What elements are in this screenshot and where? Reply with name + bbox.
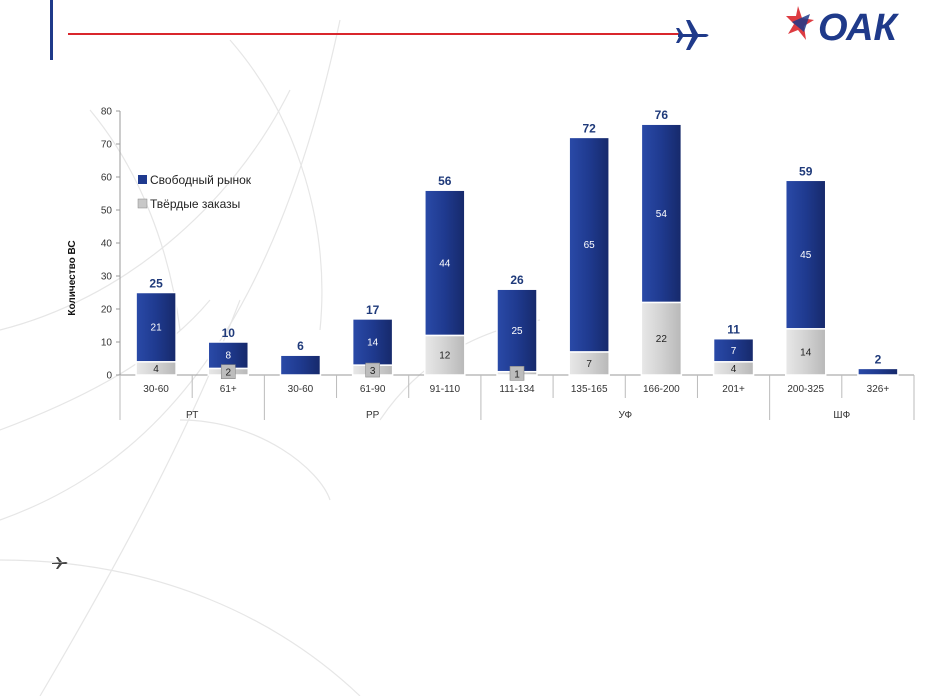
legend-swatch-firm-orders xyxy=(137,198,148,209)
segment-label-firm-orders: 22 xyxy=(656,334,668,345)
x-tick-label: 61+ xyxy=(220,384,237,395)
y-tick-label: 10 xyxy=(101,338,113,349)
total-label: 25 xyxy=(149,277,163,291)
total-label: 11 xyxy=(727,323,740,337)
x-tick-label: 61-90 xyxy=(360,384,386,395)
y-tick-label: 50 xyxy=(101,206,113,217)
x-tick-label: 111-134 xyxy=(499,384,535,395)
group-label: РР xyxy=(366,410,380,421)
bar-free-market xyxy=(712,337,755,363)
airplane-bullet-icon xyxy=(52,557,68,569)
total-label: 2 xyxy=(875,352,882,366)
segment-label-free-market: 21 xyxy=(151,323,163,334)
segment-label-free-market: 8 xyxy=(225,351,231,362)
uac-logo: ОАК xyxy=(786,6,900,46)
total-label: 6 xyxy=(297,339,304,353)
total-label: 76 xyxy=(655,108,669,122)
y-tick-label: 60 xyxy=(101,173,113,184)
chart-legend: Свободный рынок Твёрдые заказы xyxy=(137,173,252,211)
segment-label-box xyxy=(509,366,525,381)
group-label: ШФ xyxy=(833,410,850,421)
x-tick-label: 30-60 xyxy=(143,384,169,395)
total-label: 10 xyxy=(222,326,236,340)
segment-label-free-market: 14 xyxy=(367,338,379,349)
bar-free-market xyxy=(568,136,610,353)
legend-label-firm-orders: Твёрдые заказы xyxy=(150,197,240,211)
y-tick-label: 20 xyxy=(101,305,113,316)
bar-firm-orders xyxy=(424,334,466,376)
total-label: 26 xyxy=(510,273,524,287)
segment-label-firm-orders: 3 xyxy=(370,366,376,377)
bar-free-market xyxy=(351,318,394,366)
bar-free-market xyxy=(857,367,899,376)
segment-label-box xyxy=(220,364,236,380)
legend-label-free-market: Свободный рынок xyxy=(150,173,252,187)
bar-free-market xyxy=(784,179,827,330)
x-tick-label: 326+ xyxy=(867,384,890,395)
y-axis-label: Количество ВС xyxy=(67,240,78,315)
chart-labels: 2521410826171435644122625172657765422117… xyxy=(149,108,882,381)
chart-bars xyxy=(135,123,899,376)
chart-axes: 0 10 20 30 40 50 60 70 80 30-60 61+ 30-60 61-90 91-11… xyxy=(101,107,915,421)
header-rule xyxy=(68,33,680,35)
segment-label-free-market: 45 xyxy=(800,250,812,261)
bar-free-market xyxy=(424,189,466,337)
total-label: 17 xyxy=(366,303,380,317)
airplane-icon xyxy=(676,20,709,50)
legend-swatch-free-market xyxy=(138,175,147,184)
segment-label-firm-orders: 1 xyxy=(514,369,520,380)
y-tick-label: 80 xyxy=(101,107,113,118)
segment-label-firm-orders: 14 xyxy=(800,347,812,358)
bar-free-market xyxy=(279,354,322,376)
segment-label-free-market: 44 xyxy=(439,258,451,269)
logo-text: ОАК xyxy=(818,7,900,46)
segment-label-firm-orders: 2 xyxy=(225,368,231,379)
x-tick-label: 91-110 xyxy=(430,384,461,395)
y-tick-label: 40 xyxy=(101,239,113,250)
group-label: РТ xyxy=(186,410,198,421)
segment-label-free-market: 54 xyxy=(656,209,668,220)
x-tick-label: 135-165 xyxy=(571,384,608,395)
segment-label-box xyxy=(365,362,380,378)
segment-label-firm-orders: 4 xyxy=(153,364,159,375)
x-tick-label: 30-60 xyxy=(288,384,314,395)
header-accent-bar xyxy=(50,0,53,60)
bar-free-market xyxy=(135,291,177,363)
bar-free-market xyxy=(496,288,538,373)
segment-label-firm-orders: 12 xyxy=(439,351,451,362)
bar-free-market xyxy=(640,123,683,304)
total-label: 56 xyxy=(438,174,452,188)
group-label: УФ xyxy=(618,410,632,421)
segment-label-free-market: 7 xyxy=(731,346,737,357)
y-tick-label: 30 xyxy=(101,272,113,283)
segment-label-firm-orders: 4 xyxy=(731,364,737,375)
x-tick-label: 200-325 xyxy=(787,384,824,395)
x-tick-label: 166-200 xyxy=(643,384,680,395)
segment-label-free-market: 25 xyxy=(511,326,523,337)
total-label: 59 xyxy=(799,164,813,178)
segment-label-firm-orders: 7 xyxy=(586,359,592,370)
y-tick-label: 70 xyxy=(101,140,113,151)
segment-label-free-market: 65 xyxy=(584,240,596,251)
y-tick-label: 0 xyxy=(106,371,112,382)
x-tick-label: 201+ xyxy=(722,384,745,395)
total-label: 72 xyxy=(583,121,597,135)
